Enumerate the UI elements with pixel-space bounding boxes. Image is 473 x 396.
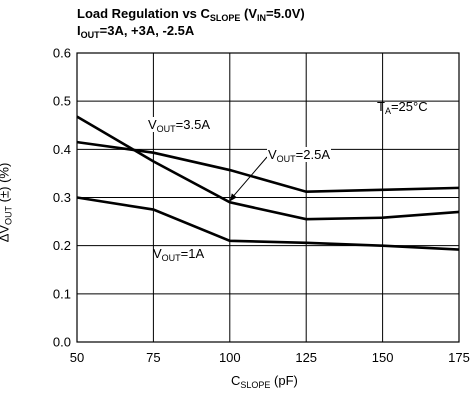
series-label-2p5a: VOUT=2.5A — [267, 147, 332, 164]
temp-text: T — [377, 99, 385, 114]
y-axis-label-subscript: OUT — [3, 205, 14, 225]
series-line-0 — [76, 115, 460, 221]
grid — [76, 52, 460, 343]
title-text: =3A, +3A, -2.5A — [99, 23, 195, 38]
plot-frame — [76, 52, 460, 343]
title-subscript: IN — [257, 13, 267, 23]
x-tick-label: 150 — [372, 350, 394, 365]
y-tick-label: 0.4 — [53, 142, 71, 157]
series-label-1a: VOUT=1A — [152, 246, 205, 263]
series-line-2 — [76, 196, 460, 251]
title-text: =5.0V) — [266, 6, 305, 21]
temp-subscript: A — [384, 106, 391, 116]
title-text: (V — [240, 6, 258, 21]
y-axis-label-text: ΔV — [0, 224, 12, 243]
title-text: Load Regulation vs C — [77, 6, 210, 21]
x-axis-label-unit: (pF) — [270, 373, 298, 388]
chart-title-line1: Load Regulation vs CSLOPE (VIN=5.0V) — [77, 6, 305, 24]
chart-title-line2: IOUT=3A, +3A, -2.5A — [77, 23, 195, 41]
title-subscript: SLOPE — [209, 13, 241, 23]
series-group — [76, 115, 460, 251]
series-label-value: =2.5A — [295, 147, 331, 162]
annotation-leader-line — [229, 156, 268, 201]
x-tick-label: 175 — [448, 350, 470, 365]
title-subscript: OUT — [80, 30, 100, 40]
series-label-3p5a: VOUT=3.5A — [147, 117, 212, 134]
series-label-value: =1A — [180, 246, 205, 261]
series-label-subscript: OUT — [156, 124, 176, 134]
x-tick-label: 100 — [219, 350, 241, 365]
title-text: I — [77, 23, 81, 38]
y-tick-label: 0.0 — [53, 335, 71, 350]
x-axis-label-subscript: SLOPE — [240, 380, 271, 390]
y-axis-label-unit: (±) (%) — [0, 162, 12, 203]
series-label-subscript: OUT — [161, 253, 181, 263]
x-tick-label: 75 — [146, 350, 160, 365]
series-label-text: V — [268, 147, 277, 162]
series-label-subscript: OUT — [276, 154, 296, 164]
annotation-arrowhead — [229, 193, 237, 202]
y-tick-label: 0.6 — [53, 46, 71, 61]
y-tick-label: 0.5 — [53, 94, 71, 109]
temp-value: =25°C — [390, 99, 428, 114]
x-axis-label-text: C — [231, 373, 241, 388]
y-tick-label: 0.2 — [53, 238, 71, 253]
series-label-value: =3.5A — [175, 117, 211, 132]
y-tick-label: 0.1 — [53, 286, 71, 301]
x-tick-label: 125 — [295, 350, 317, 365]
y-axis-label: ΔVOUT (±) (%) — [0, 162, 14, 243]
x-axis-label: CSLOPE (pF) — [231, 373, 298, 390]
x-tick-label: 50 — [70, 350, 84, 365]
series-line-1 — [76, 140, 460, 194]
y-tick-label: 0.3 — [53, 190, 71, 205]
tick-labels: 50 75 100 125 150 175 0.0 0.1 0.2 0.3 0.4 0.5 0.6 — [53, 46, 470, 366]
temperature-note: TA=25°C — [376, 99, 429, 116]
series-label-text: V — [148, 117, 157, 132]
series-label-text: V — [153, 246, 162, 261]
